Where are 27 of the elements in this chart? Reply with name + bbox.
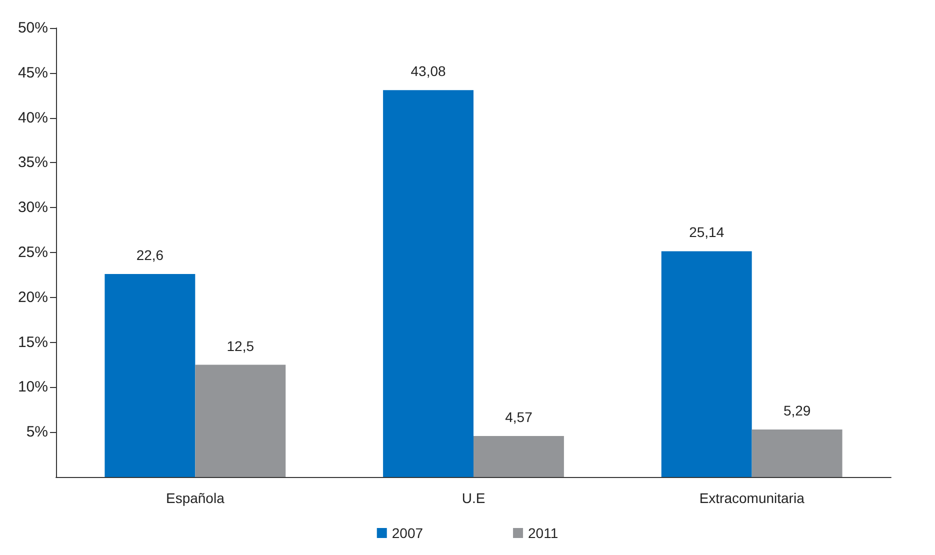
x-tick-label: Española <box>166 490 225 506</box>
y-tick-label: 45% <box>18 64 48 82</box>
bar <box>752 429 842 477</box>
y-tick-label: 15% <box>18 334 48 351</box>
y-tick-label: 50% <box>18 20 48 36</box>
data-label: 12,5 <box>226 338 254 354</box>
bar <box>195 364 286 477</box>
y-tick-label: 20% <box>18 288 48 306</box>
y-tick-label: 10% <box>18 378 48 396</box>
y-tick-label: 35% <box>18 154 48 172</box>
bar <box>474 436 564 477</box>
x-tick-label: Extracomunitaria <box>699 490 805 506</box>
bar <box>383 90 474 477</box>
legend-label: 2007 <box>392 525 424 541</box>
data-label: 4,57 <box>505 408 533 425</box>
data-label: 5,29 <box>783 402 811 418</box>
data-label: 22,6 <box>136 247 164 264</box>
y-tick-label: 5% <box>26 424 48 441</box>
bar <box>661 251 752 477</box>
x-tick-label: U.E <box>462 490 486 506</box>
y-tick-label: 30% <box>18 199 48 216</box>
y-tick-label: 40% <box>18 109 48 126</box>
data-label: 43,08 <box>410 63 446 80</box>
y-tick-label: 25% <box>18 244 48 261</box>
bar <box>104 274 196 477</box>
legend-label: 2011 <box>528 525 558 541</box>
data-label: 25,14 <box>689 224 724 240</box>
